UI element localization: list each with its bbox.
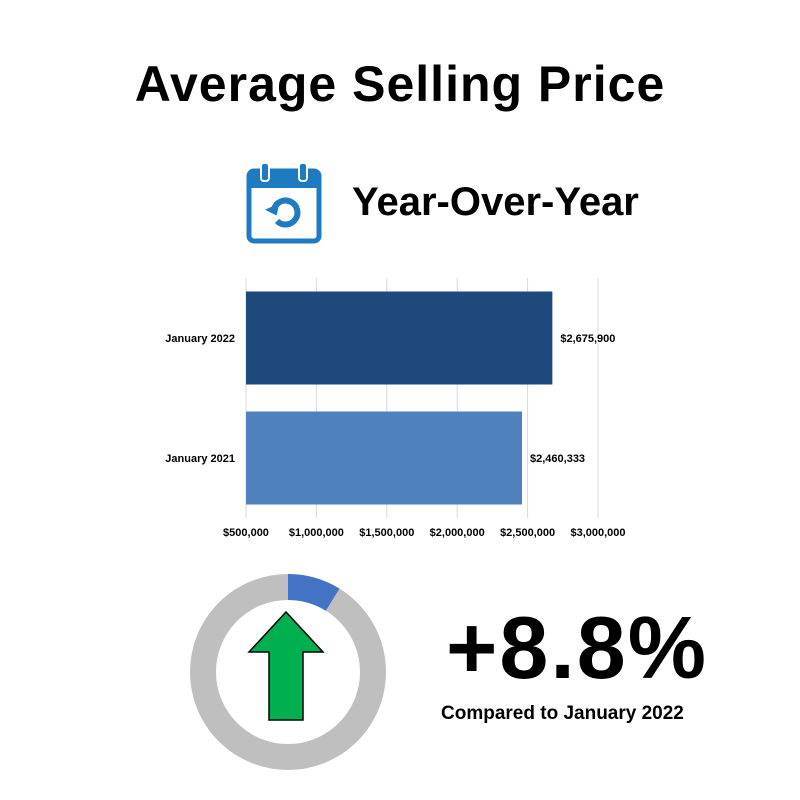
donut-fill-segment bbox=[287, 574, 340, 611]
category-label: January 2021 bbox=[165, 453, 235, 465]
bar-chart: $500,000 $1,000,000 $1,500,000 $2,000,000 $2… bbox=[165, 278, 626, 539]
x-tick-label: $1,000,000 bbox=[289, 527, 344, 539]
calendar-refresh-icon bbox=[246, 162, 322, 244]
change-donut bbox=[190, 574, 386, 770]
category-label: January 2022 bbox=[165, 333, 235, 345]
data-label: $2,460,333 bbox=[530, 453, 585, 465]
change-caption: Compared to January 2022 bbox=[441, 703, 684, 724]
change-value: +8.8% bbox=[446, 598, 708, 697]
x-tick-label: $500,000 bbox=[223, 527, 269, 539]
bar bbox=[246, 291, 553, 385]
data-label: $2,675,900 bbox=[560, 333, 615, 345]
x-tick-label: $3,000,000 bbox=[570, 527, 625, 539]
up-arrow-icon bbox=[247, 610, 325, 721]
x-tick-label: $1,500,000 bbox=[359, 527, 414, 539]
x-tick-label: $2,500,000 bbox=[500, 527, 555, 539]
x-tick-label: $2,000,000 bbox=[430, 527, 485, 539]
subtitle: Year-Over-Year bbox=[352, 180, 639, 224]
bar bbox=[246, 411, 523, 505]
page-title: Average Selling Price bbox=[134, 56, 666, 112]
